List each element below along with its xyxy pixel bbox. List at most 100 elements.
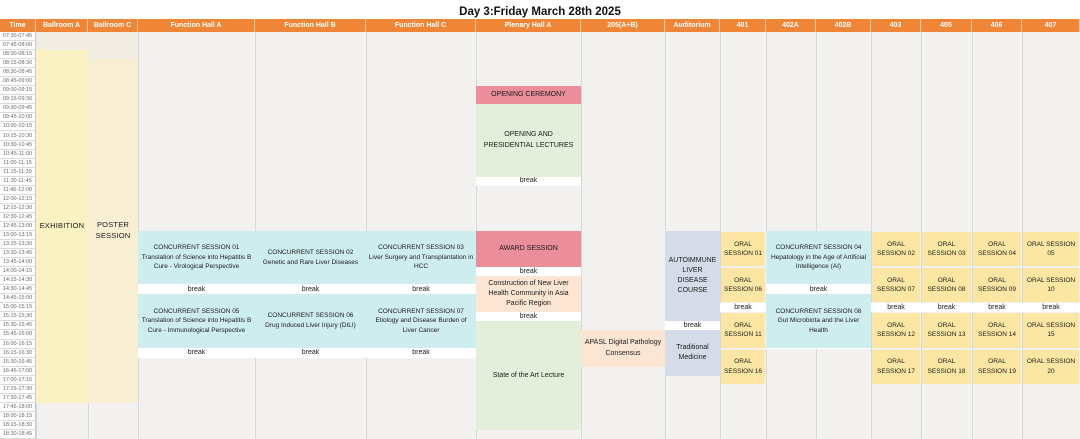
oral-session-01: ORAL SESSION 01 bbox=[721, 231, 765, 267]
break-cell: break bbox=[366, 285, 476, 295]
concurrent-session-03: CONCURRENT SESSION 03 Liver Surgery and … bbox=[366, 230, 476, 286]
column-header-function-hall-a: Function Hall A bbox=[138, 19, 255, 32]
time-slot: 10:30-10:45 bbox=[0, 140, 36, 150]
time-slot: 12:30-12:45 bbox=[0, 212, 36, 222]
concurrent-session-01: CONCURRENT SESSION 01 Translation of Sci… bbox=[138, 230, 255, 286]
column-header-ballroom-a: Ballroom A bbox=[36, 19, 88, 32]
break-cell: break bbox=[138, 348, 255, 358]
oral-session-18: ORAL SESSION 18 bbox=[922, 349, 971, 384]
concurrent-session-08: CONCURRENT SESSION 08 Gut Microbiota and… bbox=[766, 294, 871, 349]
time-slot: 11:30-11:45 bbox=[0, 176, 36, 186]
time-slot: 16:45-17:00 bbox=[0, 366, 36, 376]
break-cell: break bbox=[1022, 303, 1080, 313]
oral-session-05: ORAL SESSION 05 bbox=[1023, 231, 1079, 267]
time-slot: 15:15-15:30 bbox=[0, 312, 36, 322]
time-slot: 15:00-15:15 bbox=[0, 303, 36, 313]
break-cell: break bbox=[871, 303, 921, 313]
break-cell: break bbox=[476, 176, 581, 186]
column-header-205-a-b: 205(A+B) bbox=[581, 19, 665, 32]
oral-session-06: ORAL SESSION 06 bbox=[721, 268, 765, 303]
time-slot: 14:15-14:30 bbox=[0, 276, 36, 286]
traditional-medicine: Traditional Medicine bbox=[665, 330, 720, 376]
oral-session-09: ORAL SESSION 09 bbox=[973, 268, 1021, 303]
opening-ceremony: OPENING CEREMONY bbox=[476, 86, 581, 105]
oral-session-03: ORAL SESSION 03 bbox=[922, 231, 971, 267]
oral-session-10: ORAL SESSION 10 bbox=[1023, 268, 1079, 303]
time-slot: 15:30-15:45 bbox=[0, 321, 36, 331]
time-slot: 17:00-17:15 bbox=[0, 375, 36, 385]
time-slot: 18:30-18:45 bbox=[0, 429, 36, 439]
time-slot: 08:00-08:15 bbox=[0, 50, 36, 60]
time-slot: 07:45-08:00 bbox=[0, 41, 36, 51]
opening-presidential-lectures: OPENING AND PRESIDENTIAL LECTURES bbox=[476, 104, 581, 177]
time-slot: 14:45-15:00 bbox=[0, 294, 36, 304]
oral-session-16: ORAL SESSION 16 bbox=[721, 349, 765, 384]
column-background bbox=[581, 32, 665, 439]
time-slot: 13:45-14:00 bbox=[0, 258, 36, 268]
oral-session-02: ORAL SESSION 02 bbox=[872, 231, 920, 267]
time-slot: 11:00-11:15 bbox=[0, 158, 36, 168]
exhibition-block: EXHIBITION bbox=[36, 50, 88, 403]
time-slot: 12:00-12:15 bbox=[0, 194, 36, 204]
column-header-function-hall-c: Function Hall C bbox=[366, 19, 476, 32]
column-header-403: 403 bbox=[871, 19, 921, 32]
time-slot: 09:45-10:00 bbox=[0, 113, 36, 123]
oral-session-12: ORAL SESSION 12 bbox=[872, 313, 920, 348]
oral-session-14: ORAL SESSION 14 bbox=[973, 313, 1021, 348]
schedule-grid: Time Ballroom A Ballroom C Function Hall A F… bbox=[0, 19, 1080, 439]
state-of-the-art-lecture: State of the Art Lecture bbox=[476, 321, 581, 430]
time-slot: 18:15-18:30 bbox=[0, 420, 36, 430]
break-cell: break bbox=[138, 285, 255, 295]
concurrent-session-02: CONCURRENT SESSION 02 Genetic and Rare L… bbox=[255, 230, 366, 286]
award-session: AWARD SESSION bbox=[476, 230, 581, 268]
break-cell: break bbox=[665, 321, 720, 331]
time-slot: 09:30-09:45 bbox=[0, 104, 36, 114]
time-slot: 10:45-11:00 bbox=[0, 149, 36, 159]
time-slot: 15:45-16:00 bbox=[0, 330, 36, 340]
oral-session-19: ORAL SESSION 19 bbox=[973, 349, 1021, 384]
oral-session-11: ORAL SESSION 11 bbox=[721, 313, 765, 348]
column-header-401: 401 bbox=[720, 19, 766, 32]
break-cell: break bbox=[766, 285, 871, 295]
column-header-407: 407 bbox=[1022, 19, 1080, 32]
time-slot: 13:30-13:45 bbox=[0, 249, 36, 259]
column-header-402a: 402A bbox=[766, 19, 816, 32]
oral-session-08: ORAL SESSION 08 bbox=[922, 268, 971, 303]
concurrent-session-06: CONCURRENT SESSION 06 Drug Induced Liver… bbox=[255, 294, 366, 349]
column-header-time: Time bbox=[0, 19, 36, 32]
column-header-405: 405 bbox=[921, 19, 972, 32]
break-cell: break bbox=[972, 303, 1022, 313]
oral-session-15: ORAL SESSION 15 bbox=[1023, 313, 1079, 348]
time-slot: 09:15-09:30 bbox=[0, 95, 36, 105]
autoimmune-liver-disease-course: AUTOIMMUNE LIVER DISEASE COURSE bbox=[665, 230, 720, 322]
break-cell: break bbox=[476, 267, 581, 277]
construction-new-liver-health-community: Construction of New Liver Health Communi… bbox=[476, 276, 581, 313]
oral-session-07: ORAL SESSION 07 bbox=[872, 268, 920, 303]
time-slot: 16:30-16:45 bbox=[0, 357, 36, 367]
oral-session-13: ORAL SESSION 13 bbox=[922, 313, 971, 348]
time-slot: 10:00-10:15 bbox=[0, 122, 36, 132]
break-cell: break bbox=[476, 312, 581, 322]
time-slot: 08:15-08:30 bbox=[0, 59, 36, 69]
oral-session-20: ORAL SESSION 20 bbox=[1023, 349, 1079, 384]
time-slot: 12:15-12:30 bbox=[0, 203, 36, 213]
oral-session-04: ORAL SESSION 04 bbox=[973, 231, 1021, 267]
concurrent-session-07: CONCURRENT SESSION 07 Etiology and Disea… bbox=[366, 294, 476, 349]
time-slot: 14:30-14:45 bbox=[0, 285, 36, 295]
apasl-digital-pathology-consensus: APASL Digital Pathology Consensus bbox=[581, 330, 665, 367]
concurrent-session-04: CONCURRENT SESSION 04 Hepatology in the … bbox=[766, 230, 871, 286]
empty-cell-shade-ballroom-c bbox=[88, 32, 138, 60]
break-cell: break bbox=[255, 348, 366, 358]
time-slot: 12:45-13:00 bbox=[0, 221, 36, 231]
column-header-406: 406 bbox=[972, 19, 1022, 32]
time-slot: 13:15-13:30 bbox=[0, 240, 36, 250]
time-slot: 16:15-16:30 bbox=[0, 348, 36, 358]
column-header-ballroom-c: Ballroom C bbox=[88, 19, 138, 32]
time-slot: 07:30-07:45 bbox=[0, 32, 36, 42]
empty-cell-shade-ballroom-a bbox=[36, 32, 88, 51]
time-slot: 08:30-08:45 bbox=[0, 68, 36, 78]
break-cell: break bbox=[921, 303, 972, 313]
time-slot: 08:45-09:00 bbox=[0, 77, 36, 87]
time-slot: 11:45-12:00 bbox=[0, 185, 36, 195]
